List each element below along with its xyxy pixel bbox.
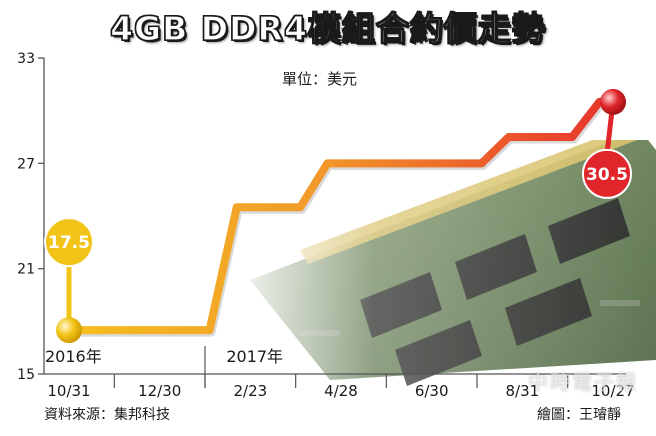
year-label: 2017年 xyxy=(226,347,283,366)
x-tick-label: 2/23 xyxy=(233,382,267,400)
end-marker xyxy=(600,88,626,115)
x-tick-label: 8/31 xyxy=(505,382,539,400)
x-tick-label: 12/30 xyxy=(138,382,181,400)
year-label: 2016年 xyxy=(45,347,102,366)
memory-module-illustration xyxy=(250,122,656,386)
x-tick-label: 10/31 xyxy=(47,382,90,400)
y-tick-label: 27 xyxy=(17,156,35,172)
x-tick-label: 10/27 xyxy=(591,382,634,400)
x-tick-label: 6/30 xyxy=(415,382,449,400)
y-tick-label: 15 xyxy=(17,367,35,383)
y-tick-label: 21 xyxy=(17,262,35,278)
source-credit: 資料來源：集邦科技 xyxy=(44,407,170,423)
x-axis-ticks: 10/31 12/30 2/23 4/28 6/30 8/31 10/27 2016年 2017… xyxy=(45,346,635,400)
start-value-badge xyxy=(44,217,94,268)
watermark-logo: 中時電子報 xyxy=(528,370,638,394)
data-label: 30.5 xyxy=(586,165,628,185)
unit-label: 單位：美元 xyxy=(282,70,358,88)
x-tick-label: 4/28 xyxy=(324,382,358,400)
annotations: 17.5 30.5 xyxy=(44,88,632,344)
chart-title: 4GB DDR4模組合約價走勢 xyxy=(109,8,546,48)
axes xyxy=(43,58,626,375)
end-value-badge xyxy=(582,148,632,199)
y-axis-ticks: 15 21 27 33 xyxy=(17,51,44,383)
series-group xyxy=(65,97,617,337)
series-line xyxy=(65,97,617,335)
illustrator-credit: 繪圖：王璿靜 xyxy=(537,407,621,423)
start-marker xyxy=(56,317,82,344)
data-label: 17.5 xyxy=(48,233,90,253)
y-tick-label: 33 xyxy=(17,51,35,67)
